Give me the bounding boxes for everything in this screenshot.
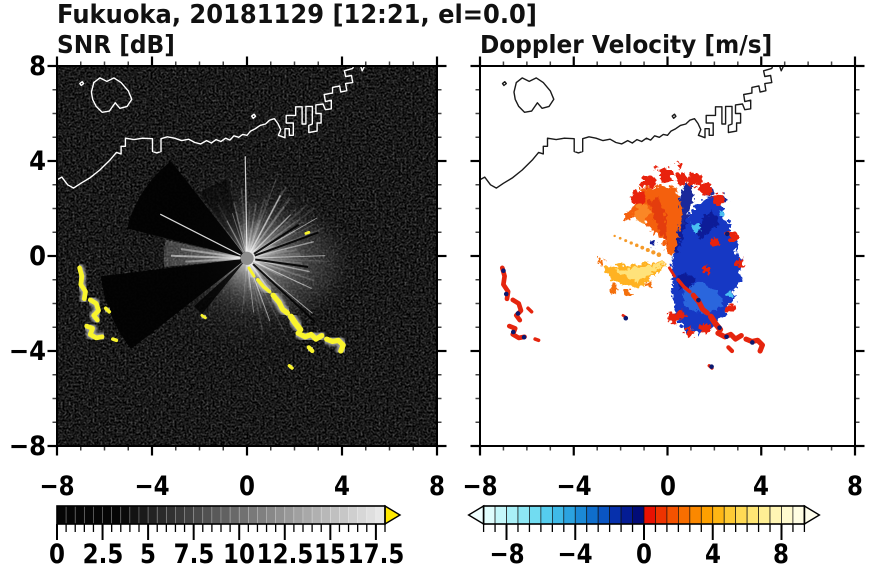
snr-y-tick-label: 0	[29, 241, 46, 272]
vel-x-tick-label: 8	[847, 471, 863, 502]
snr-y-tick-label: 4	[29, 146, 46, 177]
snr-map	[47, 56, 447, 456]
snr-colorbar-tick-label: 12.5	[256, 539, 314, 570]
velocity-colorbar	[467, 504, 821, 540]
figure-title: Fukuoka, 20181129 [12:21, el=0.0]	[57, 0, 537, 30]
velocity-colorbar-tick-label: −8	[488, 539, 525, 570]
velocity-colorbar-tick-label: −4	[557, 539, 593, 570]
snr-x-tick-label: 0	[239, 471, 255, 502]
snr-colorbar-tick-label: 5	[140, 539, 157, 570]
snr-x-tick-label: 4	[334, 471, 350, 502]
snr-y-tick-label: −4	[8, 336, 46, 367]
snr-colorbar-tick-label: 10	[223, 539, 256, 570]
snr-colorbar-tick-label: 17.5	[347, 539, 405, 570]
velocity-panel-title: Doppler Velocity [m/s]	[480, 30, 773, 59]
snr-y-tick-label: 8	[29, 51, 46, 82]
velocity-colorbar-tick-label: 4	[704, 539, 721, 570]
vel-map	[470, 56, 865, 456]
snr-colorbar-tick-label: 15	[314, 539, 347, 570]
snr-colorbar	[56, 504, 402, 540]
vel-x-tick-label: 0	[659, 471, 676, 502]
snr-y-tick-label: −8	[8, 431, 46, 462]
vel-x-tick-label: 4	[753, 471, 770, 502]
vel-x-tick-label: −8	[462, 471, 498, 502]
velocity-colorbar-tick-label: 8	[773, 539, 790, 570]
velocity-colorbar-tick-label: 0	[636, 539, 652, 570]
vel-x-tick-label: −4	[556, 471, 592, 502]
snr-x-tick-label: 8	[429, 471, 445, 502]
snr-colorbar-tick-label: 0	[49, 539, 65, 570]
snr-colorbar-tick-label: 7.5	[173, 539, 214, 570]
snr-x-tick-label: −4	[134, 471, 170, 502]
snr-panel-title: SNR [dB]	[57, 30, 175, 59]
snr-colorbar-tick-label: 2.5	[82, 539, 123, 570]
snr-x-tick-label: −8	[39, 471, 75, 502]
